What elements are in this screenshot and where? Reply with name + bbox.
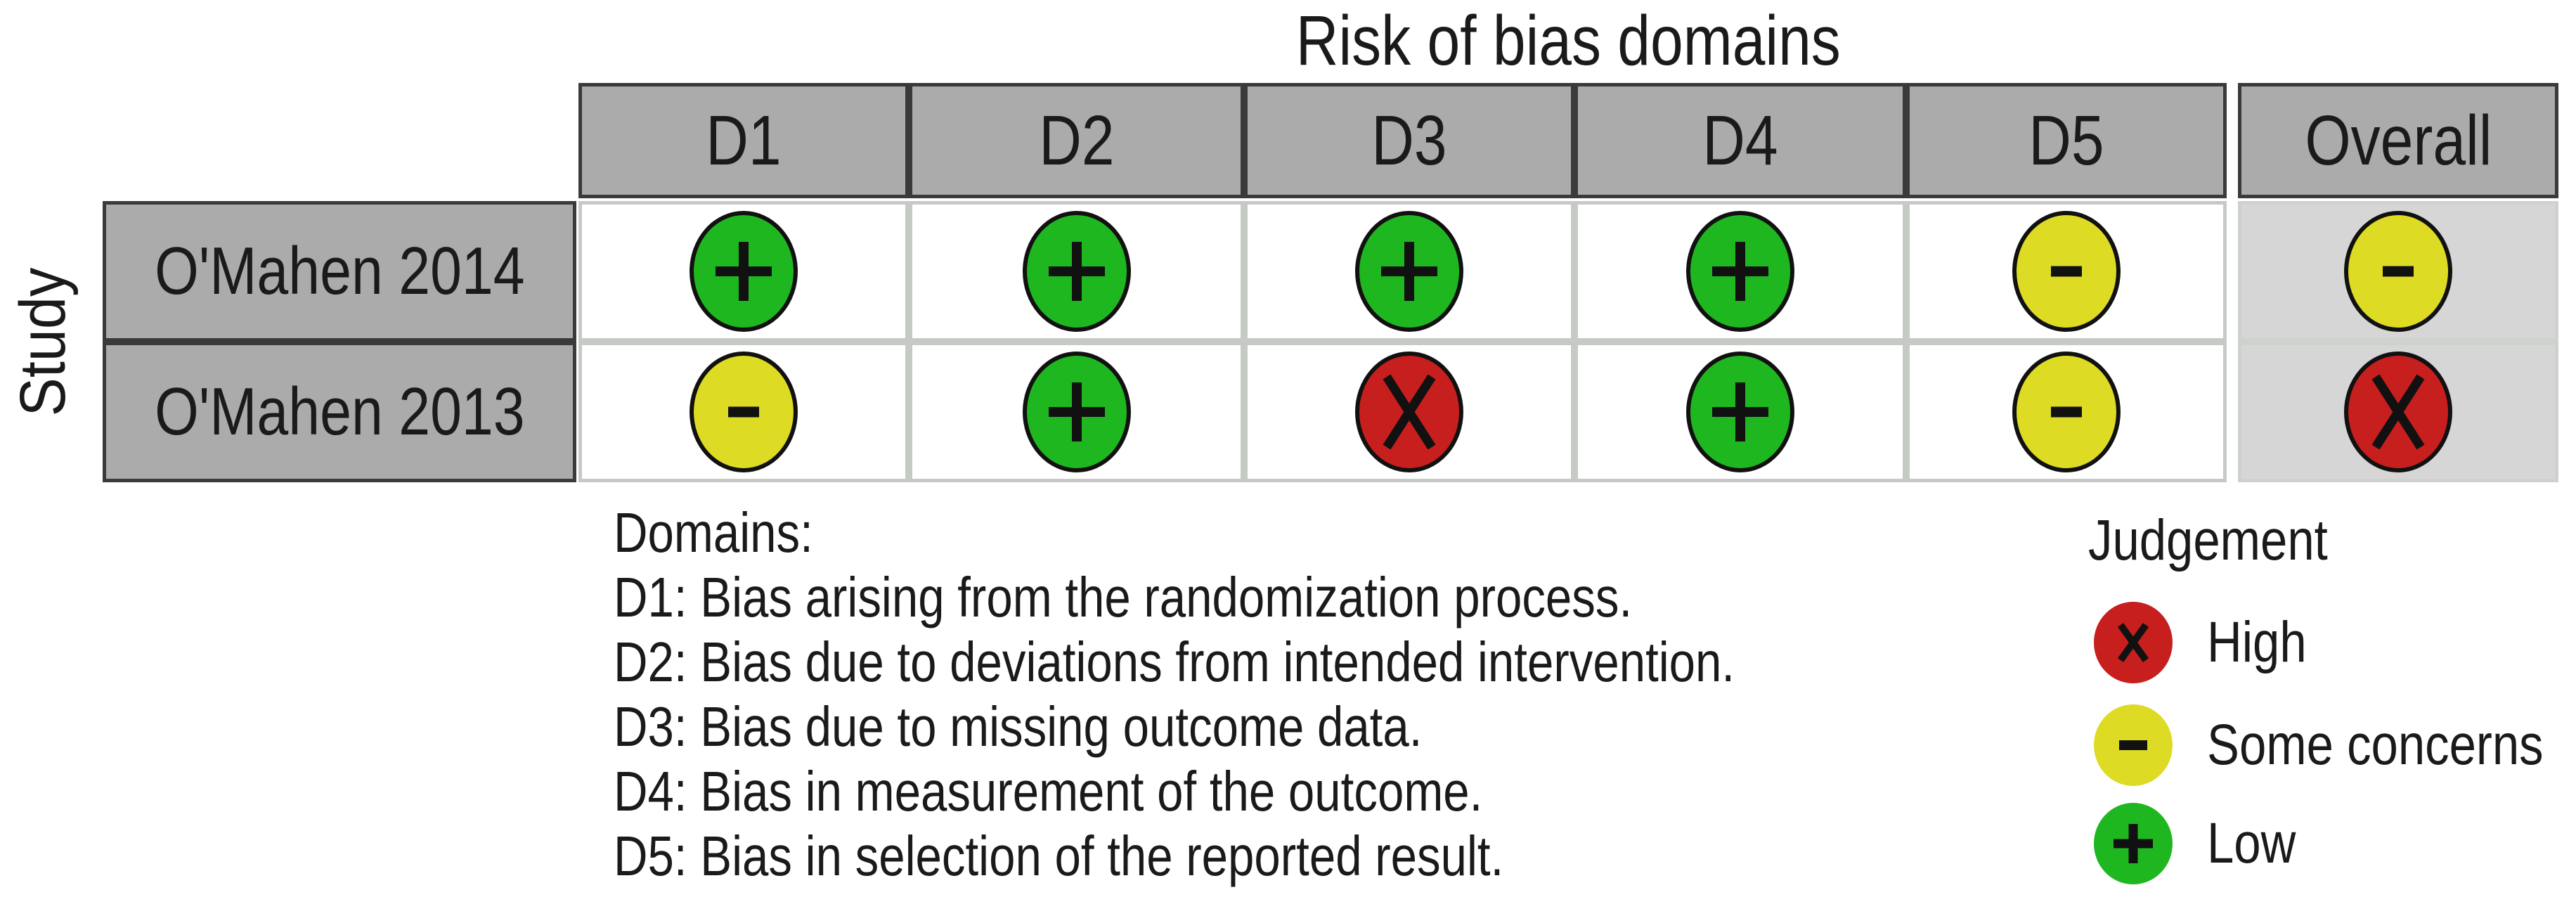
judgement-cell bbox=[1906, 201, 2227, 342]
legend-title: Judgement bbox=[2088, 508, 2328, 572]
study-axis-label-text: Study bbox=[7, 267, 79, 416]
legend-item-label: Low bbox=[2207, 811, 2296, 875]
judgement-circle-low bbox=[690, 211, 798, 332]
judgement-circle-high bbox=[2094, 602, 2173, 683]
judgement-cell bbox=[1244, 201, 1574, 342]
domain-column-header-overall: Overall bbox=[2238, 83, 2558, 198]
domain-column-header-d1: D1 bbox=[578, 83, 909, 198]
domain-definition-line: D4: Bias in measurement of the outcome. bbox=[614, 760, 1483, 823]
domain-definitions-heading: Domains: bbox=[614, 501, 813, 564]
figure-title: Risk of bias domains bbox=[578, 0, 2558, 82]
column-header-label: D4 bbox=[1702, 101, 1778, 180]
judgement-circle-high bbox=[1355, 352, 1463, 472]
judgement-circle-some_concerns bbox=[2012, 211, 2121, 332]
study-name: O'Mahen 2014 bbox=[154, 233, 525, 309]
judgement-cell bbox=[1906, 342, 2227, 482]
judgement-cell bbox=[2238, 201, 2558, 342]
judgement-cell bbox=[1244, 342, 1574, 482]
column-header-label: Overall bbox=[2304, 101, 2492, 180]
x-icon bbox=[2371, 374, 2425, 450]
judgement-circle-some_concerns bbox=[2344, 211, 2452, 332]
judgement-circle-low bbox=[1022, 352, 1131, 472]
judgement-circle-high bbox=[2344, 352, 2452, 472]
judgement-circle-some_concerns bbox=[2094, 704, 2173, 786]
column-header-label: D5 bbox=[2028, 101, 2104, 180]
domain-definition-line: D1: Bias arising from the randomization … bbox=[614, 566, 1633, 628]
judgement-cell bbox=[578, 201, 909, 342]
judgement-circle-low bbox=[1686, 211, 1794, 332]
x-icon bbox=[1383, 374, 1436, 450]
judgement-circle-some_concerns bbox=[690, 352, 798, 472]
legend-item-label: High bbox=[2207, 610, 2307, 674]
domain-definition-line: D5: Bias in selection of the reported re… bbox=[614, 825, 1504, 887]
judgement-circle-low bbox=[2094, 803, 2173, 884]
x-icon bbox=[2117, 623, 2149, 662]
domain-column-header-d4: D4 bbox=[1574, 83, 1906, 198]
judgement-cell bbox=[2238, 342, 2558, 482]
judgement-circle-low bbox=[1022, 211, 1131, 332]
judgement-cell bbox=[578, 342, 909, 482]
domain-definition-line: D2: Bias due to deviations from intended… bbox=[614, 631, 1735, 693]
judgement-circle-some_concerns bbox=[2012, 352, 2121, 472]
judgement-cell bbox=[909, 201, 1244, 342]
study-axis-label: Study bbox=[8, 201, 79, 482]
study-row-label: O'Mahen 2014 bbox=[103, 201, 576, 342]
domain-column-header-d3: D3 bbox=[1244, 83, 1574, 198]
column-header-label: D2 bbox=[1038, 101, 1115, 180]
judgement-cell bbox=[1574, 201, 1906, 342]
domain-definitions: Domains: D1: Bias arising from the rando… bbox=[614, 501, 1948, 889]
study-row-label: O'Mahen 2013 bbox=[103, 342, 576, 482]
domain-definition-line: D3: Bias due to missing outcome data. bbox=[614, 695, 1423, 758]
column-header-label: D1 bbox=[706, 101, 782, 180]
judgement-circle-low bbox=[1355, 211, 1463, 332]
judgement-cell bbox=[909, 342, 1244, 482]
legend-item-label: Some concerns bbox=[2207, 713, 2544, 777]
judgement-cell bbox=[1574, 342, 1906, 482]
figure-title-text: Risk of bias domains bbox=[1295, 1, 1841, 80]
domain-column-header-d5: D5 bbox=[1906, 83, 2227, 198]
domain-column-header-d2: D2 bbox=[909, 83, 1244, 198]
study-name: O'Mahen 2013 bbox=[154, 374, 525, 449]
judgement-circle-low bbox=[1686, 352, 1794, 472]
column-header-label: D3 bbox=[1371, 101, 1447, 180]
